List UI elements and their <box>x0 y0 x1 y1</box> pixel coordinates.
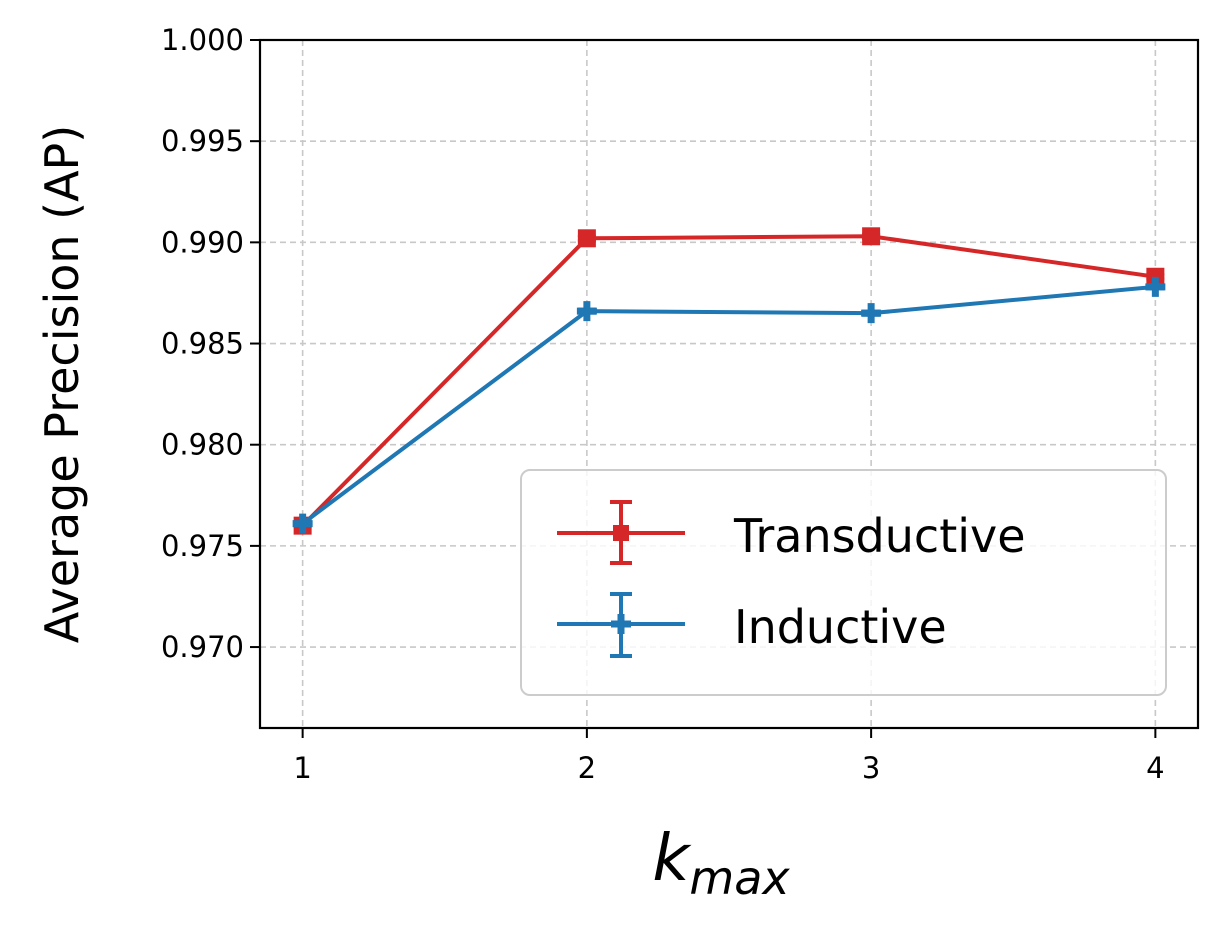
legend: Transductive Inductive <box>520 469 1167 696</box>
legend-label-transductive: Transductive <box>733 509 1026 563</box>
marker-inductive <box>1145 276 1166 297</box>
y-tick-label: 0.970 <box>161 630 244 664</box>
y-tick-label: 0.990 <box>161 225 244 259</box>
ticks-layer: 1 2 3 4 0.970 0.975 0.980 0.985 0.990 0.995 1.000 <box>161 23 1165 785</box>
x-tick-label: 1 <box>293 751 311 785</box>
legend-entry-transductive: Transductive <box>557 500 1026 565</box>
legend-entry-inductive: Inductive <box>557 592 947 658</box>
marker-inductive <box>292 513 313 534</box>
x-tick-label: 4 <box>1146 751 1164 785</box>
y-tick-label: 0.995 <box>161 124 244 158</box>
plot-frame <box>258 38 1200 730</box>
x-tick-label: 3 <box>862 751 880 785</box>
x-axis-label: kmax <box>652 822 790 905</box>
y-tick-label: 0.975 <box>161 529 244 563</box>
x-tick-label: 2 <box>578 751 596 785</box>
x-axis-label-subscript: max <box>689 851 790 905</box>
legend-marker-transductive <box>613 525 629 541</box>
marker-transductive <box>862 227 881 246</box>
marker-inductive <box>861 303 882 324</box>
y-tick-label: 1.000 <box>161 23 244 57</box>
x-axis-label-base: k <box>652 822 692 896</box>
series-inductive <box>292 276 1166 534</box>
marker-transductive <box>1146 267 1165 286</box>
series-line-transductive <box>301 234 1156 528</box>
series-layer <box>292 227 1166 535</box>
legend-marker-inductive <box>611 614 631 634</box>
marker-inductive <box>576 301 597 322</box>
y-axis-label: Average Precision (AP) <box>35 125 89 644</box>
y-tick-label: 0.980 <box>161 428 244 462</box>
y-tick-label: 0.985 <box>161 327 244 361</box>
legend-box <box>520 469 1167 696</box>
series-line-inductive <box>301 284 1156 526</box>
marker-transductive <box>577 229 596 248</box>
legend-label-inductive: Inductive <box>734 600 947 654</box>
